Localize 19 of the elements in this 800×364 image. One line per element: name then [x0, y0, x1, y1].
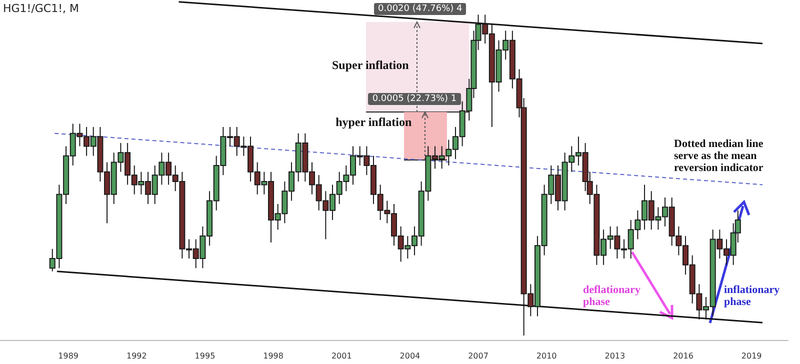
text: 0.0020 (47.76%) 4: [374, 3, 466, 15]
x-tick-label: 1998: [263, 351, 284, 360]
annotation: Dotted median line serve as the mean reversion indicator: [674, 138, 764, 174]
x-tick-label: 1992: [126, 351, 147, 360]
x-tick-label: 2004: [400, 351, 420, 360]
annotation: hyper inflation: [336, 114, 412, 130]
annotation: Super inflation: [332, 58, 409, 72]
x-tick-label: 1995: [194, 351, 216, 360]
x-tick-label: 2001: [331, 351, 352, 360]
x-tick-label: 1989: [58, 351, 79, 360]
chart-title: HG1!/GC1!, M: [3, 2, 80, 15]
x-tick-label: 2010: [536, 351, 557, 360]
annotation: inflationary phase: [724, 284, 781, 308]
x-tick-label: 2013: [604, 351, 626, 360]
annotation: 0.0005 (22.73%) 1: [368, 92, 461, 105]
x-tick-label: 2007: [468, 351, 488, 360]
x-tick-label: 2016: [673, 351, 694, 360]
x-tick-label: 2019: [741, 351, 762, 360]
annotation: deflationary phase: [583, 284, 642, 308]
